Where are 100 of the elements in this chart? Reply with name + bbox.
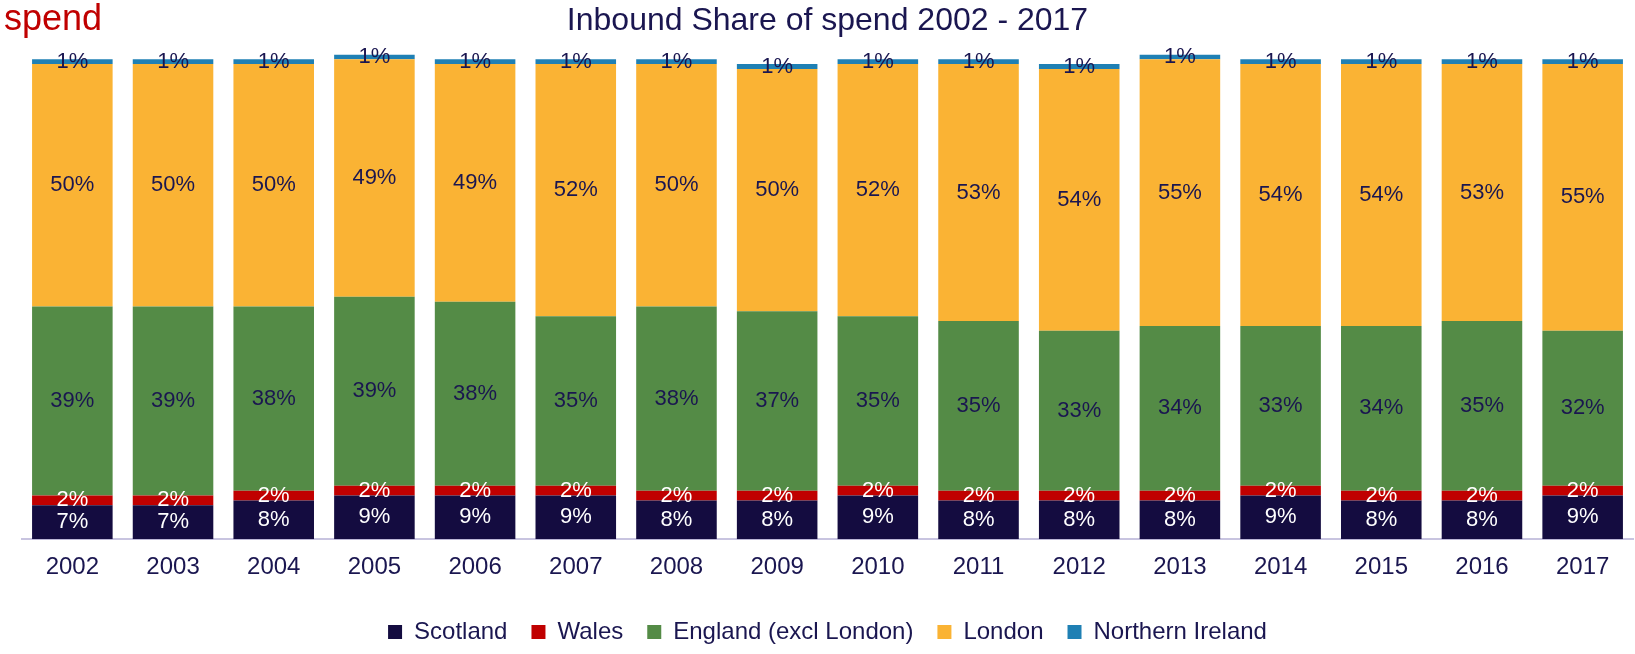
data-label: 2% [1365, 481, 1398, 507]
data-label: 33% [1258, 391, 1303, 417]
data-label: 54% [1258, 181, 1303, 207]
bar [1038, 500, 1120, 540]
data-label: 1% [257, 47, 290, 73]
data-label: 33% [1057, 396, 1102, 422]
data-label: 2% [1264, 476, 1297, 502]
data-label: 8% [1063, 505, 1096, 531]
data-label: 49% [453, 168, 498, 194]
data-label: 9% [1566, 503, 1599, 529]
data-label: 1% [861, 47, 894, 73]
bar [434, 495, 516, 540]
bar [736, 500, 818, 540]
legend-label: Wales [557, 616, 624, 644]
bar [1139, 500, 1221, 540]
data-label: 1% [1466, 47, 1498, 73]
x-tick-label: 2011 [952, 552, 1005, 580]
data-label: 53% [956, 178, 1001, 204]
data-label: 2% [1466, 481, 1498, 507]
data-label: 9% [1264, 503, 1297, 529]
data-label: 8% [1365, 505, 1398, 531]
data-label: 2% [459, 476, 491, 502]
x-tick-label: 2003 [146, 552, 200, 580]
x-tick-label: 2015 [1354, 552, 1408, 580]
data-label: 1% [56, 47, 89, 73]
legend-label: London [963, 616, 1044, 644]
bar [132, 505, 214, 540]
data-label: 1% [761, 52, 794, 78]
legend-label: England (excl London) [673, 616, 914, 644]
bar [1542, 495, 1623, 540]
data-label: 39% [151, 387, 196, 413]
data-label: 35% [956, 391, 1001, 417]
bar [837, 495, 919, 540]
data-label: 1% [962, 47, 995, 73]
data-label: 55% [1157, 178, 1202, 204]
data-label: 32% [1560, 394, 1605, 420]
data-label: 35% [553, 387, 598, 413]
x-tick-label: 2005 [347, 552, 402, 580]
x-tick-label: 2006 [448, 552, 502, 580]
data-label: 37% [755, 387, 800, 413]
data-label: 50% [755, 176, 800, 202]
legend-label: Scotland [414, 616, 508, 644]
data-label: 8% [962, 505, 995, 531]
data-label: 50% [50, 171, 95, 197]
text: spend [4, 0, 103, 38]
data-label: 2% [660, 481, 693, 507]
x-tick-label: 2016 [1455, 552, 1509, 580]
data-label: 38% [654, 384, 699, 410]
data-label: 35% [1459, 391, 1504, 417]
data-label: 50% [151, 171, 196, 197]
bar [1240, 495, 1321, 540]
x-tick-label: 2004 [247, 552, 301, 580]
data-label: 1% [459, 47, 491, 73]
data-label: 8% [257, 505, 290, 531]
data-label: 54% [1057, 185, 1102, 211]
data-label: 8% [1164, 505, 1196, 531]
data-label: 35% [855, 387, 900, 413]
data-label: 2% [962, 481, 995, 507]
data-label: 2% [761, 481, 794, 507]
data-label: 39% [352, 377, 397, 403]
data-label: 52% [855, 176, 900, 202]
data-label: 53% [1459, 178, 1504, 204]
x-tick-label: 2008 [649, 552, 704, 580]
data-label: 1% [1566, 47, 1599, 73]
data-label: 2% [1566, 476, 1599, 502]
data-label: 38% [251, 384, 296, 410]
data-label: 1% [660, 47, 693, 73]
bar [32, 505, 113, 540]
data-label: 9% [861, 503, 894, 529]
bar [938, 500, 1019, 540]
data-label: 8% [761, 505, 794, 531]
data-label: 38% [453, 379, 498, 405]
chart-title: Inbound Share of spend 2002 - 2017 [566, 1, 1089, 38]
x-tick-label: 2007 [549, 552, 603, 580]
data-label: 49% [352, 164, 397, 190]
data-label: 9% [459, 503, 491, 529]
data-label: 1% [157, 47, 189, 73]
bar [535, 495, 617, 540]
x-tick-label: 2010 [851, 552, 905, 580]
legend-label: Northern Ireland [1093, 616, 1267, 644]
x-tick-label: 2002 [45, 552, 100, 580]
bar [233, 500, 314, 540]
x-tick-label: 2009 [750, 552, 804, 580]
data-label: 1% [1164, 42, 1196, 68]
data-label: 2% [1164, 481, 1196, 507]
data-label: 34% [1359, 394, 1404, 420]
x-tick-label: 2014 [1253, 552, 1308, 580]
data-label: 1% [1365, 47, 1398, 73]
x-tick-label: 2013 [1153, 552, 1207, 580]
data-label: 39% [50, 387, 95, 413]
data-label: 2% [559, 476, 592, 502]
data-label: 2% [861, 476, 894, 502]
bar [1341, 500, 1422, 540]
data-label: 9% [358, 503, 391, 529]
data-label: 8% [1466, 505, 1498, 531]
data-label: 34% [1157, 394, 1202, 420]
bar [334, 495, 415, 540]
data-label: 1% [559, 47, 592, 73]
data-label: 54% [1359, 181, 1404, 207]
data-label: 2% [1063, 481, 1096, 507]
